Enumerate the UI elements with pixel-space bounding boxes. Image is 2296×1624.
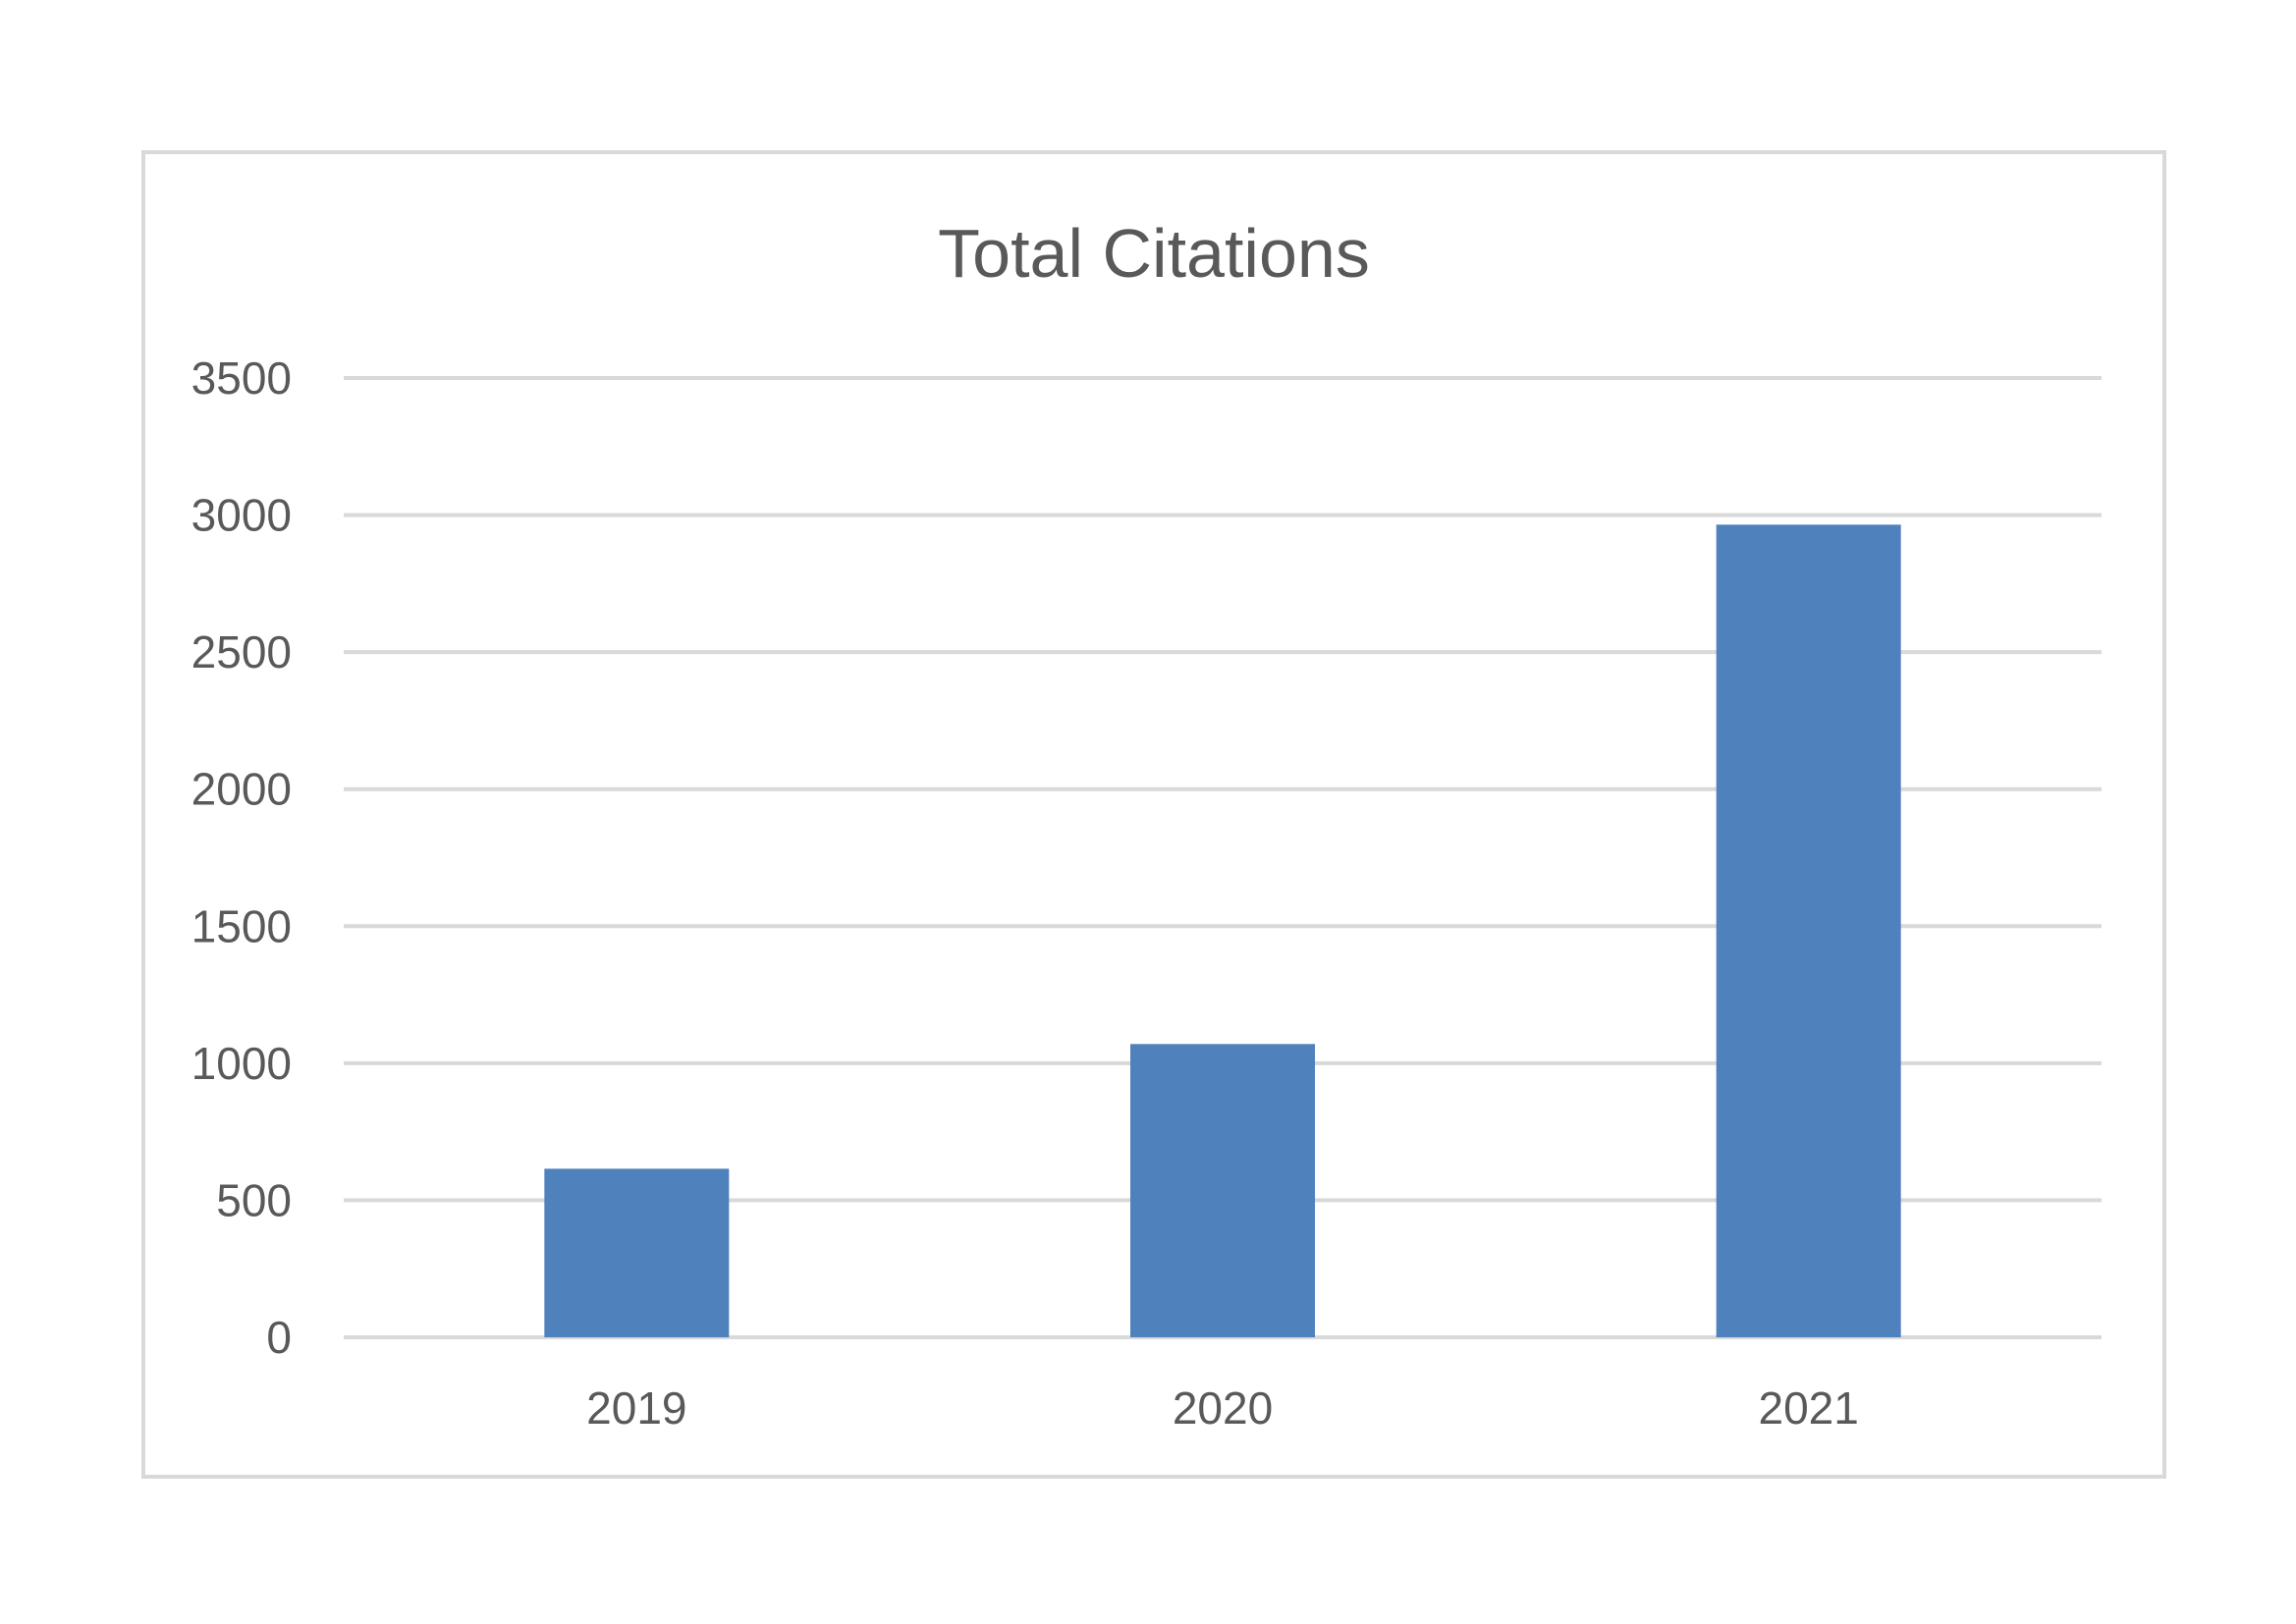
y-tick-label: 3000 — [191, 490, 292, 541]
bar-2020 — [1130, 1044, 1315, 1337]
bar-2019 — [544, 1168, 730, 1337]
y-tick-label: 500 — [216, 1174, 292, 1225]
x-tick-label: 2020 — [1173, 1382, 1273, 1434]
x-tick-label: 2021 — [1758, 1382, 1858, 1434]
y-axis-ticks: 0 500 1000 1500 2000 2500 3000 3500 — [191, 352, 292, 1363]
y-tick-label: 0 — [266, 1312, 292, 1363]
bars — [544, 524, 1901, 1337]
y-tick-label: 3500 — [191, 352, 292, 404]
y-tick-label: 2500 — [191, 626, 292, 677]
x-axis-ticks: 2019 2020 2021 — [586, 1382, 1859, 1434]
chart-title: Total Citations — [938, 215, 1370, 292]
bar-2021 — [1716, 524, 1901, 1337]
y-tick-label: 2000 — [191, 764, 292, 815]
y-tick-label: 1500 — [191, 900, 292, 951]
x-tick-label: 2019 — [586, 1382, 686, 1434]
y-tick-label: 1000 — [191, 1038, 292, 1089]
